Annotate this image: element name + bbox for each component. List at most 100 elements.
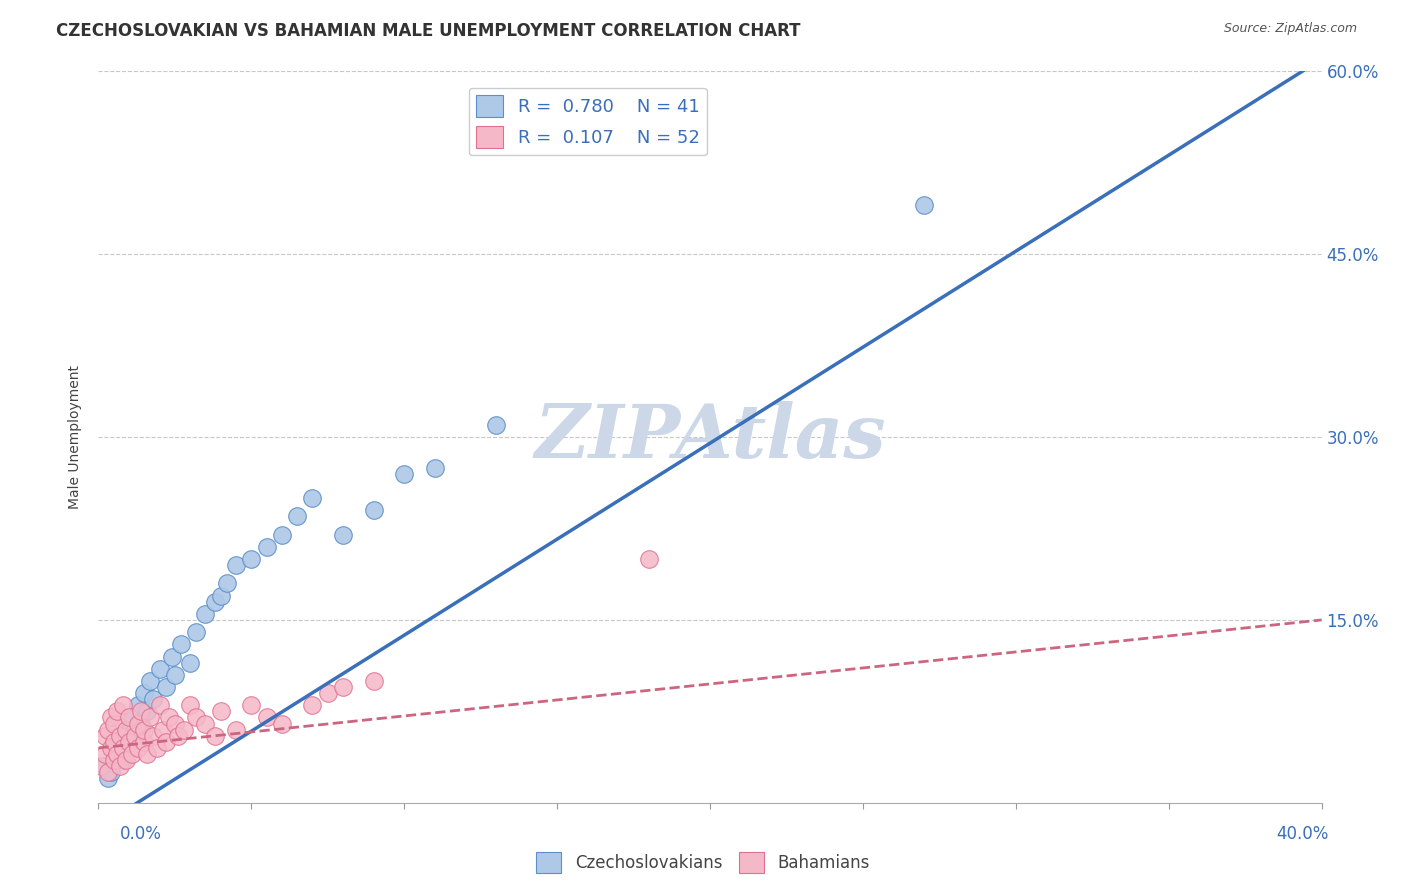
Point bbox=[100, 710, 122, 724]
Point bbox=[316, 686, 339, 700]
Text: CZECHOSLOVAKIAN VS BAHAMIAN MALE UNEMPLOYMENT CORRELATION CHART: CZECHOSLOVAKIAN VS BAHAMIAN MALE UNEMPLO… bbox=[56, 22, 801, 40]
Point bbox=[157, 710, 180, 724]
Point bbox=[270, 716, 292, 731]
Point bbox=[332, 527, 354, 541]
Point bbox=[100, 740, 122, 755]
Legend: R =  0.780    N = 41, R =  0.107    N = 52: R = 0.780 N = 41, R = 0.107 N = 52 bbox=[468, 87, 707, 155]
Point bbox=[127, 740, 149, 755]
Point bbox=[186, 625, 208, 640]
Point bbox=[301, 698, 323, 713]
Text: 0.0%: 0.0% bbox=[120, 825, 162, 843]
Point bbox=[111, 698, 134, 713]
Point bbox=[160, 649, 183, 664]
Point bbox=[105, 747, 128, 761]
Point bbox=[124, 729, 146, 743]
Point bbox=[204, 729, 226, 743]
Point bbox=[127, 698, 149, 713]
Point bbox=[97, 765, 120, 780]
Point bbox=[108, 729, 131, 743]
Point bbox=[163, 667, 186, 681]
Point bbox=[485, 417, 508, 432]
Point bbox=[363, 673, 385, 688]
Point bbox=[301, 491, 323, 505]
Point bbox=[121, 747, 143, 761]
Point bbox=[93, 729, 115, 743]
Point bbox=[105, 747, 128, 761]
Point bbox=[136, 705, 159, 719]
Point bbox=[139, 673, 162, 688]
Point bbox=[149, 698, 172, 713]
Point bbox=[152, 723, 174, 737]
Point bbox=[134, 723, 156, 737]
Point bbox=[167, 729, 190, 743]
Point bbox=[108, 729, 131, 743]
Point bbox=[115, 723, 138, 737]
Point bbox=[93, 759, 115, 773]
Point bbox=[912, 198, 935, 212]
Point bbox=[103, 740, 125, 755]
Point bbox=[179, 656, 201, 670]
Point bbox=[103, 735, 125, 749]
Point bbox=[118, 735, 141, 749]
Point bbox=[392, 467, 416, 481]
Point bbox=[145, 740, 167, 755]
Y-axis label: Male Unemployment: Male Unemployment bbox=[69, 365, 83, 509]
Point bbox=[256, 710, 278, 724]
Text: Source: ZipAtlas.com: Source: ZipAtlas.com bbox=[1223, 22, 1357, 36]
Point bbox=[139, 710, 162, 724]
Point bbox=[423, 460, 446, 475]
Point bbox=[215, 576, 238, 591]
Point bbox=[129, 705, 152, 719]
Point bbox=[93, 747, 115, 761]
Point bbox=[103, 753, 125, 767]
Point bbox=[103, 735, 125, 749]
Point bbox=[118, 735, 141, 749]
Point bbox=[142, 729, 165, 743]
Point bbox=[270, 527, 292, 541]
Point bbox=[97, 723, 120, 737]
Point bbox=[134, 686, 156, 700]
Point bbox=[97, 772, 120, 786]
Point bbox=[209, 589, 232, 603]
Point bbox=[100, 765, 122, 780]
Point bbox=[118, 710, 141, 724]
Point bbox=[209, 705, 232, 719]
Legend: Czechoslovakians, Bahamians: Czechoslovakians, Bahamians bbox=[530, 846, 876, 880]
Point bbox=[256, 540, 278, 554]
Point bbox=[225, 723, 247, 737]
Point bbox=[136, 747, 159, 761]
Point bbox=[285, 509, 308, 524]
Point bbox=[129, 716, 152, 731]
Point bbox=[240, 552, 263, 566]
Point bbox=[127, 716, 149, 731]
Point bbox=[90, 759, 112, 773]
Point bbox=[142, 692, 165, 706]
Point bbox=[332, 680, 354, 694]
Point bbox=[163, 716, 186, 731]
Point bbox=[194, 607, 217, 621]
Point bbox=[115, 723, 138, 737]
Point bbox=[111, 753, 134, 767]
Point bbox=[111, 740, 134, 755]
Point bbox=[149, 662, 172, 676]
Point bbox=[204, 594, 226, 608]
Point bbox=[186, 710, 208, 724]
Point bbox=[155, 680, 177, 694]
Point bbox=[121, 710, 143, 724]
Text: 40.0%: 40.0% bbox=[1277, 825, 1329, 843]
Point bbox=[173, 723, 195, 737]
Point bbox=[115, 753, 138, 767]
Point bbox=[179, 698, 201, 713]
Point bbox=[637, 552, 661, 566]
Point bbox=[108, 759, 131, 773]
Point bbox=[194, 716, 217, 731]
Point bbox=[170, 637, 193, 651]
Point bbox=[155, 735, 177, 749]
Text: ZIPAtlas: ZIPAtlas bbox=[534, 401, 886, 474]
Point bbox=[240, 698, 263, 713]
Point bbox=[105, 705, 128, 719]
Point bbox=[363, 503, 385, 517]
Point bbox=[103, 716, 125, 731]
Point bbox=[134, 735, 156, 749]
Point bbox=[124, 723, 146, 737]
